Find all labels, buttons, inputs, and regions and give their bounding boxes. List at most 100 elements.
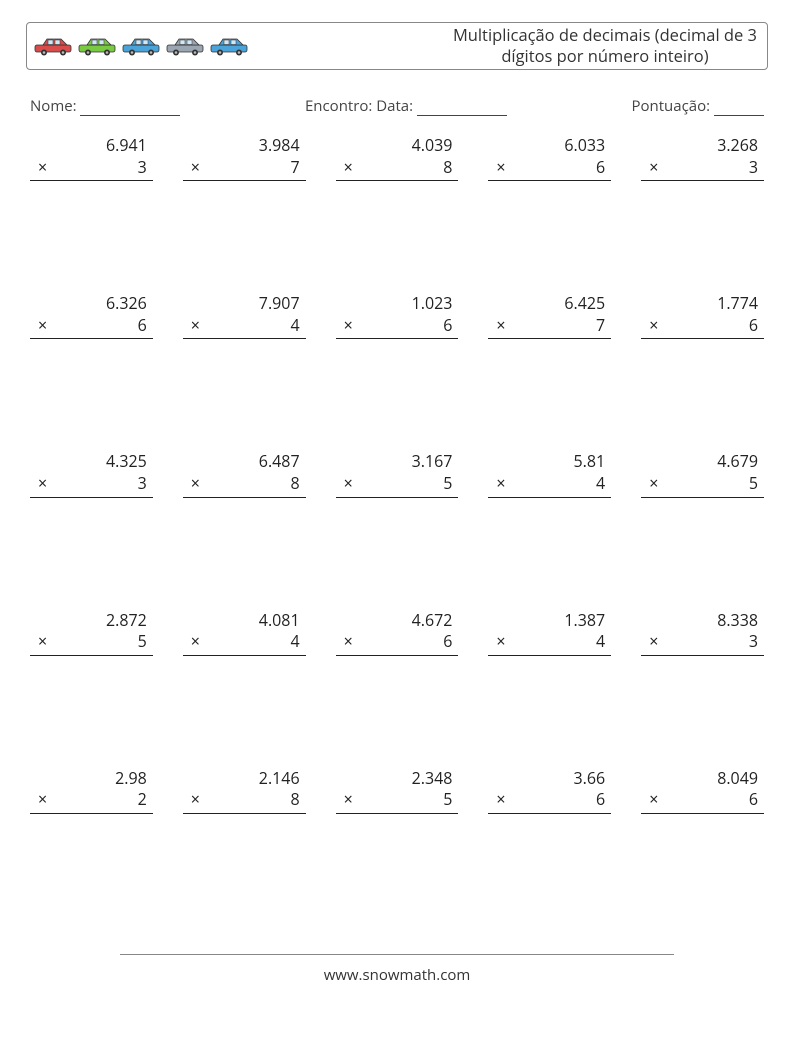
worksheet-title: Multiplicação de decimais (decimal de 3 … (453, 25, 757, 66)
problem-rule (641, 655, 764, 656)
multiplier: 7 (290, 157, 299, 179)
multiplier: 5 (749, 473, 758, 495)
date-blank[interactable] (417, 101, 507, 116)
problem-rule (641, 497, 764, 498)
problem: 2.146 × 8 (183, 768, 306, 814)
problem: 6.033×6 (488, 135, 611, 181)
car-icon (121, 36, 163, 56)
problem: 2.98×2 (30, 768, 153, 814)
footer-url: www.snowmath.com (0, 965, 794, 985)
multiplier: 5 (138, 631, 147, 653)
problem: 4.039×8 (336, 135, 459, 181)
multiplier: 2 (138, 789, 147, 811)
operator: × (191, 789, 200, 811)
car-icon (77, 36, 119, 56)
operator: × (649, 789, 658, 811)
multiplicand: 4.672 (412, 610, 453, 632)
problem-rule (183, 180, 306, 181)
operator: × (38, 157, 47, 179)
car-icon (165, 36, 207, 56)
problem: 6.941×3 (30, 135, 153, 181)
problem: 2.348×5 (336, 768, 459, 814)
score-label: Pontuação: (631, 96, 710, 116)
info-row: Nome: Encontro: Data: Pontuação: (30, 96, 764, 116)
multiplier: 7 (596, 315, 605, 337)
operator: × (496, 631, 505, 653)
problem-rule (641, 338, 764, 339)
operator: × (191, 631, 200, 653)
operator: × (649, 631, 658, 653)
operator: × (38, 631, 47, 653)
operator: × (344, 789, 353, 811)
multiplicand: 7.907 (259, 293, 300, 315)
problem: 1.387×4 (488, 610, 611, 656)
problem-rule (488, 655, 611, 656)
multiplier: 4 (290, 631, 299, 653)
operator: × (191, 473, 200, 495)
multiplier: 6 (749, 789, 758, 811)
multiplier: 8 (443, 157, 452, 179)
operator: × (344, 315, 353, 337)
multiplicand: 2.98 (115, 768, 147, 790)
problem: 6.487×8 (183, 451, 306, 497)
operator: × (496, 473, 505, 495)
title-line1: Multiplicação de decimais (decimal de 3 (453, 23, 757, 46)
operator: × (38, 315, 47, 337)
score-blank[interactable] (714, 101, 764, 116)
multiplicand: 6.326 (106, 293, 147, 315)
problem: 2.872×5 (30, 610, 153, 656)
name-field: Nome: (30, 96, 180, 116)
problem-rule (488, 338, 611, 339)
multiplicand: 2.146 (259, 768, 300, 790)
multiplier: 8 (290, 789, 299, 811)
problem: 3.66 × 6 (488, 768, 611, 814)
multiplicand: 3.984 (259, 135, 300, 157)
multiplier: 4 (290, 315, 299, 337)
problem: 4.679×5 (641, 451, 764, 497)
name-blank[interactable] (80, 101, 180, 116)
problem-rule (336, 813, 459, 814)
multiplier: 6 (138, 315, 147, 337)
multiplicand: 6.033 (564, 135, 605, 157)
car-icon (209, 36, 251, 56)
problem-rule (488, 180, 611, 181)
multiplicand: 6.425 (564, 293, 605, 315)
problem-rule (30, 180, 153, 181)
operator: × (649, 315, 658, 337)
problem-rule (183, 338, 306, 339)
multiplier: 4 (596, 473, 605, 495)
multiplier: 3 (138, 473, 147, 495)
problem-rule (641, 813, 764, 814)
operator: × (496, 789, 505, 811)
multiplicand: 3.66 (574, 768, 606, 790)
problem-rule (183, 497, 306, 498)
problems-grid: 6.941×33.984×74.039×86.033×63.268×36.326… (30, 135, 764, 814)
problem-rule (30, 655, 153, 656)
name-label: Nome: (30, 96, 77, 116)
score-field: Pontuação: (631, 96, 764, 116)
multiplicand: 2.348 (412, 768, 453, 790)
multiplier: 6 (596, 789, 605, 811)
problem: 3.984×7 (183, 135, 306, 181)
operator: × (649, 473, 658, 495)
problem: 7.907×4 (183, 293, 306, 339)
operator: × (344, 473, 353, 495)
multiplier: 3 (749, 157, 758, 179)
multiplicand: 8.049 (717, 768, 758, 790)
problem-rule (336, 497, 459, 498)
date-field: Encontro: Data: (305, 96, 507, 116)
problem: 6.425×7 (488, 293, 611, 339)
multiplicand: 4.081 (259, 610, 300, 632)
problem-rule (183, 813, 306, 814)
header-box: Multiplicação de decimais (decimal de 3 … (26, 22, 768, 70)
problem: 8.049 × 6 (641, 768, 764, 814)
multiplier: 8 (290, 473, 299, 495)
multiplier: 3 (138, 157, 147, 179)
multiplier: 4 (596, 631, 605, 653)
problem: 8.338×3 (641, 610, 764, 656)
multiplicand: 1.023 (412, 293, 453, 315)
multiplier: 6 (596, 157, 605, 179)
multiplicand: 3.167 (412, 451, 453, 473)
multiplier: 6 (443, 315, 452, 337)
multiplicand: 4.325 (106, 451, 147, 473)
